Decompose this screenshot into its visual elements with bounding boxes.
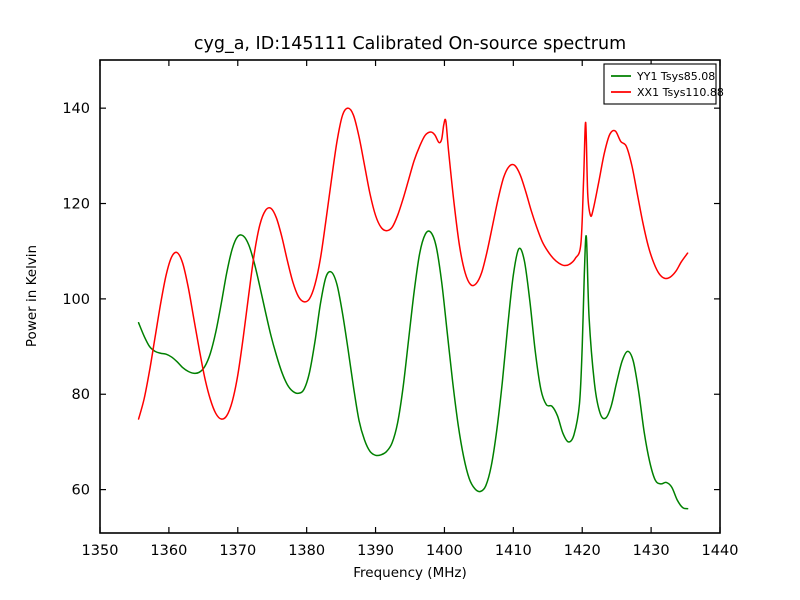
x-tick-label: 1390 bbox=[357, 543, 394, 559]
y-tick-label: 60 bbox=[72, 483, 90, 499]
y-axis-label: Power in Kelvin bbox=[24, 245, 40, 347]
x-tick-label: 1430 bbox=[633, 543, 670, 559]
series-line-xx1 bbox=[137, 107, 689, 420]
x-tick-label: 1360 bbox=[150, 543, 187, 559]
x-tick-label: 1440 bbox=[702, 543, 739, 559]
page-title: cyg_a, ID:145111 Calibrated On-source sp… bbox=[194, 34, 626, 54]
x-axis-ticks: 1350 1360 1370 1380 1390 1400 1410 1420 1430 1440 bbox=[82, 60, 739, 559]
x-axis-label: Frequency (MHz) bbox=[353, 565, 466, 581]
y-tick-label: 100 bbox=[62, 292, 90, 308]
x-tick-label: 1400 bbox=[426, 543, 463, 559]
legend-label-xx1: XX1 Tsys110.88 bbox=[637, 86, 724, 99]
y-axis-ticks: 60 80 100 120 140 bbox=[62, 101, 720, 499]
y-tick-label: 140 bbox=[62, 101, 90, 117]
x-tick-label: 1410 bbox=[495, 543, 532, 559]
axes-frame bbox=[99, 59, 721, 534]
y-tick-label: 80 bbox=[72, 387, 90, 403]
legend-label-yy1: YY1 Tsys85.08 bbox=[636, 70, 715, 83]
data-series-layer bbox=[137, 107, 689, 510]
x-tick-label: 1420 bbox=[564, 543, 601, 559]
x-tick-label: 1350 bbox=[82, 543, 119, 559]
series-line-yy1 bbox=[137, 230, 689, 510]
x-tick-label: 1380 bbox=[288, 543, 325, 559]
x-tick-label: 1370 bbox=[219, 543, 256, 559]
y-tick-label: 120 bbox=[62, 197, 90, 213]
legend-box bbox=[603, 63, 717, 105]
legend[interactable]: YY1 Tsys85.08 XX1 Tsys110.88 bbox=[603, 63, 724, 105]
axes-background bbox=[100, 60, 720, 533]
